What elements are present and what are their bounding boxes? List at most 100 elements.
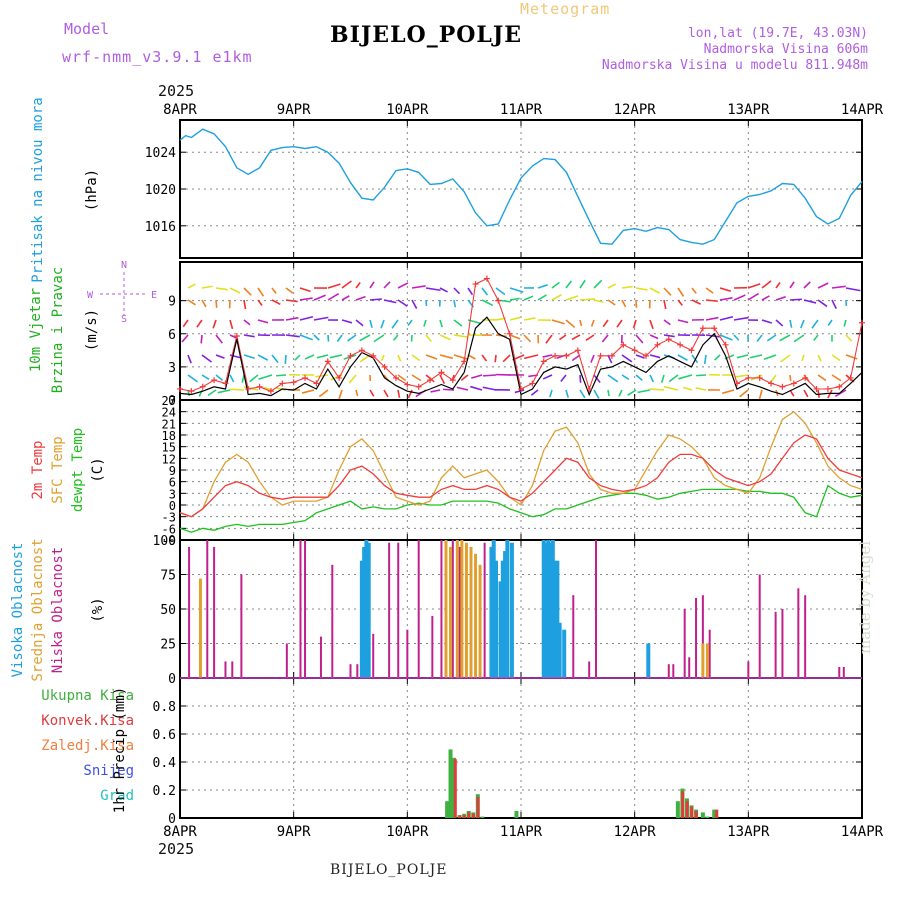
wind-arrow bbox=[509, 287, 524, 293]
wind-arrow bbox=[383, 389, 389, 398]
wind-gust-marker bbox=[847, 374, 854, 381]
high-cloud-bar bbox=[498, 581, 503, 678]
high-cloud-bar bbox=[555, 560, 560, 678]
wind-arrow bbox=[509, 297, 520, 301]
station-title: BIJELO_POLJE bbox=[330, 22, 523, 48]
wind-arrow bbox=[758, 389, 763, 400]
elevation-label: Nadmorska Visina 606m bbox=[703, 42, 868, 57]
wind-gust-marker bbox=[211, 377, 218, 384]
wind-arrow bbox=[565, 295, 579, 301]
wind-arrow bbox=[215, 334, 223, 344]
wind-arrow bbox=[285, 316, 299, 321]
wind-arrow bbox=[285, 299, 298, 303]
mid-cloud-bar bbox=[478, 564, 482, 678]
wind-arrow bbox=[249, 374, 259, 383]
wind-arrow bbox=[571, 354, 581, 362]
high-cloud-bar bbox=[505, 540, 510, 678]
wind-arrow bbox=[637, 389, 651, 394]
wind-arrow bbox=[696, 374, 707, 377]
pressure-ylabel: Pritisak na nivou mora bbox=[30, 97, 46, 282]
wind-arrow bbox=[677, 299, 683, 306]
wind-arrow bbox=[215, 354, 225, 359]
wind-arrow bbox=[257, 287, 265, 297]
wind-arrow bbox=[391, 319, 399, 329]
wind-gust-marker bbox=[438, 369, 445, 376]
wind-gust-marker bbox=[324, 358, 331, 365]
conv-precip-bar bbox=[685, 801, 689, 818]
wind-arrow bbox=[369, 298, 382, 301]
low-cloud-bar bbox=[451, 540, 454, 678]
wind-arrow bbox=[425, 334, 432, 342]
x-tick-label-top: 10APR bbox=[386, 102, 429, 118]
total-precip-bar bbox=[675, 801, 680, 818]
wind-arrow bbox=[299, 287, 311, 293]
mid-cloud-bar bbox=[198, 578, 202, 678]
low-cloud-bar bbox=[349, 664, 352, 678]
wind-gust-marker bbox=[859, 319, 865, 326]
sfc-temp-line bbox=[179, 410, 863, 518]
wind-arrow bbox=[327, 283, 341, 289]
low-cloud-bar bbox=[774, 611, 777, 678]
wind-arrow bbox=[621, 374, 630, 381]
wind-arrow bbox=[348, 374, 357, 384]
wind-gust-marker bbox=[563, 352, 570, 359]
wind-arrow bbox=[439, 319, 443, 328]
wind-arrow bbox=[649, 287, 661, 294]
precip-unit: 1hr Precip (mm) bbox=[112, 687, 128, 813]
wind-arrow bbox=[439, 287, 448, 293]
wind-arrow bbox=[425, 354, 438, 360]
wind-arrow bbox=[705, 287, 714, 294]
wind-arrow bbox=[201, 354, 212, 363]
wind-arrow bbox=[423, 319, 427, 327]
mid-cloud-bar bbox=[701, 643, 705, 678]
wind-arrow bbox=[481, 287, 489, 296]
wind-arrow bbox=[607, 299, 616, 306]
ytick-label-cloud: 25 bbox=[160, 638, 176, 653]
wind-arrow bbox=[229, 374, 235, 383]
wind-arrow bbox=[678, 374, 693, 380]
conv-precip-bar bbox=[462, 815, 466, 818]
low-cloud-bar bbox=[842, 666, 845, 678]
ytick-label-wind: 9 bbox=[168, 295, 176, 310]
wind-arrow bbox=[537, 284, 548, 289]
compass-w: W bbox=[87, 290, 94, 301]
wind-arrow bbox=[558, 334, 567, 341]
wind-arrow bbox=[705, 299, 718, 303]
low-cloud-bar bbox=[213, 546, 216, 678]
precip-legend-frz: Zaledj.Kisa bbox=[41, 738, 134, 754]
wind-gust-marker bbox=[620, 341, 627, 348]
wind-arrow bbox=[756, 334, 763, 343]
wind-arrow bbox=[439, 334, 451, 341]
wind-arrow bbox=[621, 354, 633, 363]
wind-arrow bbox=[369, 389, 375, 397]
wind-arrow bbox=[313, 334, 320, 341]
wind-arrow bbox=[229, 287, 241, 294]
wind-gust-marker bbox=[472, 281, 479, 288]
wind-arrow bbox=[803, 281, 811, 289]
wind-arrow bbox=[719, 287, 731, 292]
ytick-label-temperature: 0 bbox=[169, 499, 176, 513]
temp-unit: (C) bbox=[90, 457, 106, 482]
wind-arrow bbox=[470, 385, 483, 391]
wind-arrow bbox=[523, 295, 534, 301]
wind-arrow bbox=[545, 334, 553, 344]
wind-arrow bbox=[800, 319, 805, 329]
compass-e: E bbox=[151, 290, 157, 301]
wind-arrow bbox=[831, 299, 837, 309]
wind-arrow bbox=[453, 319, 463, 327]
wind-arrow bbox=[845, 334, 853, 342]
wind-arrow bbox=[271, 287, 277, 294]
wind-arrow bbox=[649, 354, 661, 359]
high-cloud-bar bbox=[509, 542, 514, 678]
wind-arrow bbox=[602, 319, 609, 328]
wind-gust-marker bbox=[177, 385, 183, 392]
wind-gust-marker bbox=[677, 341, 684, 348]
wind-arrow bbox=[789, 298, 802, 301]
ytick-label-pressure: 1020 bbox=[145, 183, 176, 198]
wind-arrow bbox=[397, 354, 402, 362]
wind-arrow bbox=[407, 389, 413, 399]
total-precip-bar bbox=[705, 816, 710, 818]
wind-arrow bbox=[482, 386, 497, 391]
ytick-label-cloud: 0 bbox=[168, 672, 176, 687]
wind-arrow bbox=[243, 354, 255, 359]
